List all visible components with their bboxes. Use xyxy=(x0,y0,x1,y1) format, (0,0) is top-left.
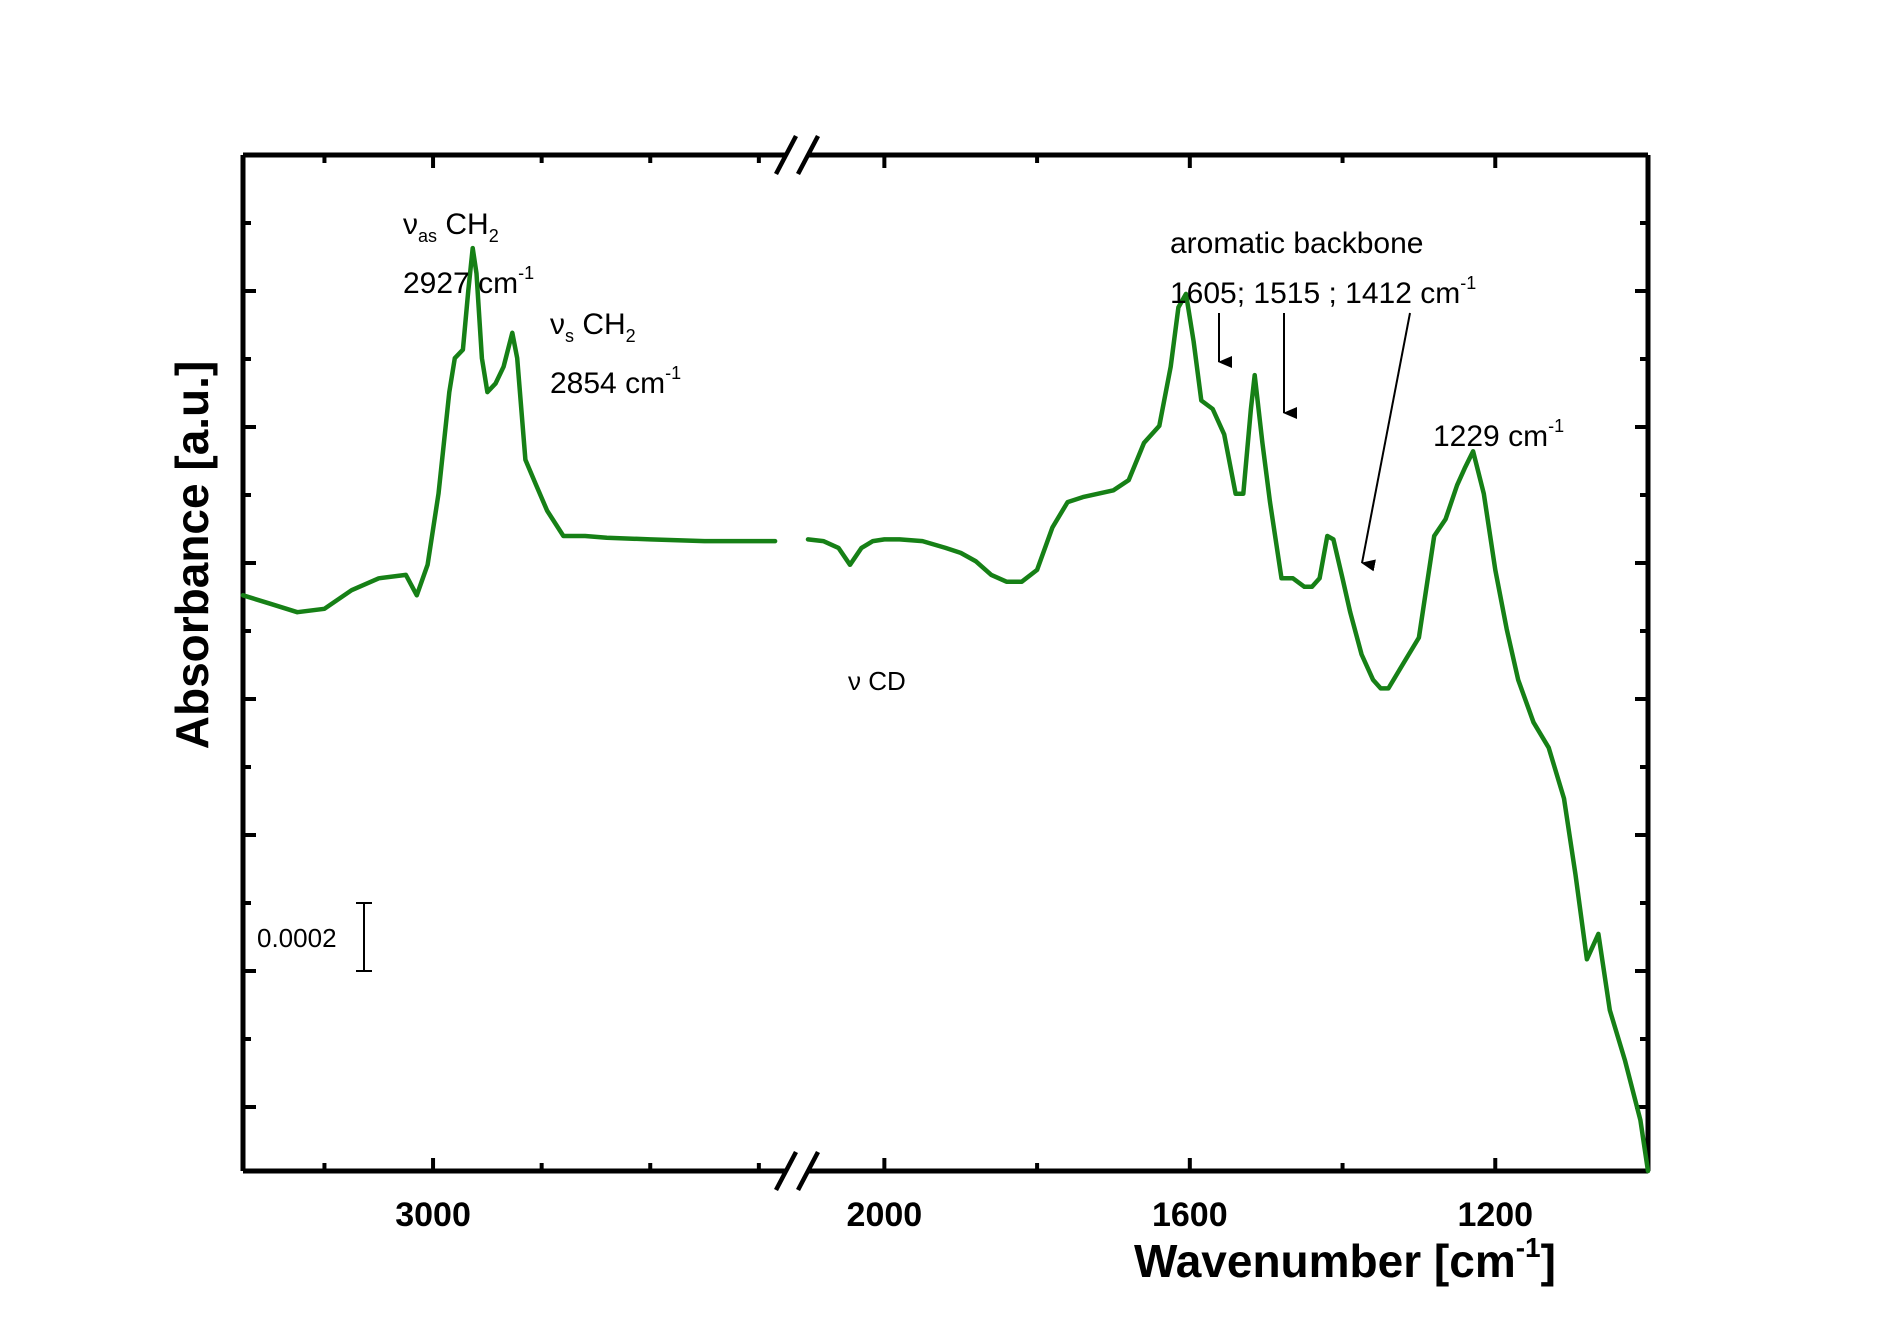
annotation-vs-ch2: νs CH2 xyxy=(550,308,636,346)
axis-break-top xyxy=(774,134,820,176)
annotation-aromatic: aromatic backbone xyxy=(1170,227,1423,260)
annotation-arrows xyxy=(1218,312,1411,572)
x-tick-label-3000: 3000 xyxy=(395,1196,471,1234)
annotation-2854: 2854 cm-1 xyxy=(550,363,681,400)
annotation-2927: 2927 cm-1 xyxy=(403,263,534,300)
x-axis-title-end: ] xyxy=(1541,1235,1556,1287)
scale-bar: 0.0002 xyxy=(257,902,372,972)
x-axis-title: Wavenumber [cm-1] xyxy=(1134,1232,1556,1287)
series-layer xyxy=(240,245,1651,1174)
x-tick-label-1600: 1600 xyxy=(1152,1196,1228,1234)
x-ticks xyxy=(322,155,1498,1171)
x-axis-title-sup: -1 xyxy=(1516,1232,1541,1263)
y-ticks xyxy=(243,221,1648,1109)
annotation-vcd: ν CD xyxy=(848,666,906,696)
annotation-aromatic-peaks: 1605; 1515 ; 1412 cm-1 xyxy=(1170,273,1476,310)
x-tick-label-1200: 1200 xyxy=(1457,1196,1533,1234)
x-axis-title-main: Wavenumber [cm xyxy=(1134,1235,1516,1287)
annotation-vas-ch2: νas CH2 xyxy=(403,208,499,246)
spectrum-line-segment-1 xyxy=(240,245,778,615)
x-tick-label-2000: 2000 xyxy=(847,1196,923,1234)
axis-break-bottom xyxy=(774,1150,820,1192)
plot-frame xyxy=(240,134,1651,1192)
spectrum-line-segment-2 xyxy=(805,291,1651,1174)
scale-bar-label: 0.0002 xyxy=(257,923,337,953)
annotation-1229: 1229 cm-1 xyxy=(1433,416,1564,453)
x-tick-labels: 3000 2000 1600 1200 xyxy=(395,1196,1533,1234)
y-axis-title: Absorbance [a.u.] xyxy=(166,361,218,750)
arrow-1412 xyxy=(1361,312,1411,572)
